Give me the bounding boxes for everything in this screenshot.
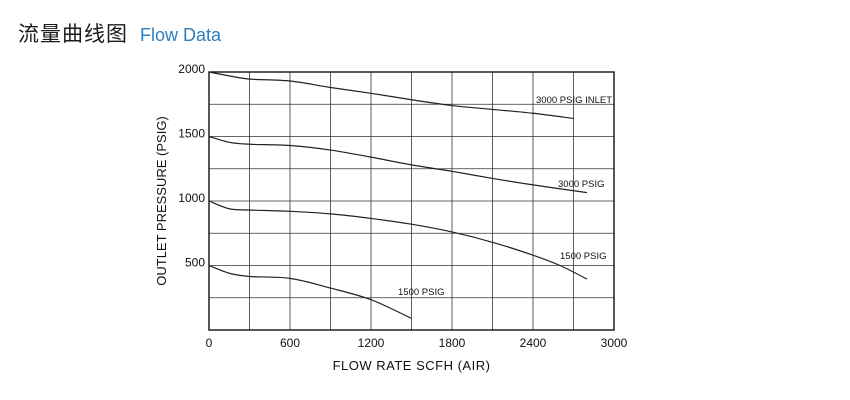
series-label: 3000 PSIG	[558, 179, 604, 190]
x-tick-label: 2400	[520, 336, 547, 350]
series-label: 1500 PSIG	[398, 287, 444, 298]
series-line	[208, 200, 588, 280]
y-tick-label: 2000	[178, 62, 205, 76]
page-title-chinese: 流量曲线图	[18, 22, 128, 46]
y-axis-label: OUTLET PRESSURE (PSIG)	[154, 116, 169, 286]
series-line	[208, 135, 588, 194]
header: 流量曲线图 Flow Data	[18, 18, 221, 48]
x-tick-label: 0	[206, 336, 213, 350]
x-tick-label: 1200	[358, 336, 385, 350]
x-tick-label: 1800	[439, 336, 466, 350]
x-tick-label: 3000	[601, 336, 628, 350]
y-tick-label: 1000	[178, 191, 205, 205]
x-tick-label: 600	[280, 336, 300, 350]
page-title-english: Flow Data	[140, 25, 222, 45]
series-line	[208, 264, 412, 319]
x-axis-label: FLOW RATE SCFH (AIR)	[333, 358, 491, 373]
series-line	[208, 71, 574, 120]
series-label: 3000 PSIG INLET	[536, 95, 612, 106]
y-tick-label: 500	[185, 256, 205, 270]
y-tick-label: 1500	[178, 127, 205, 141]
series-label: 1500 PSIG	[560, 251, 606, 262]
